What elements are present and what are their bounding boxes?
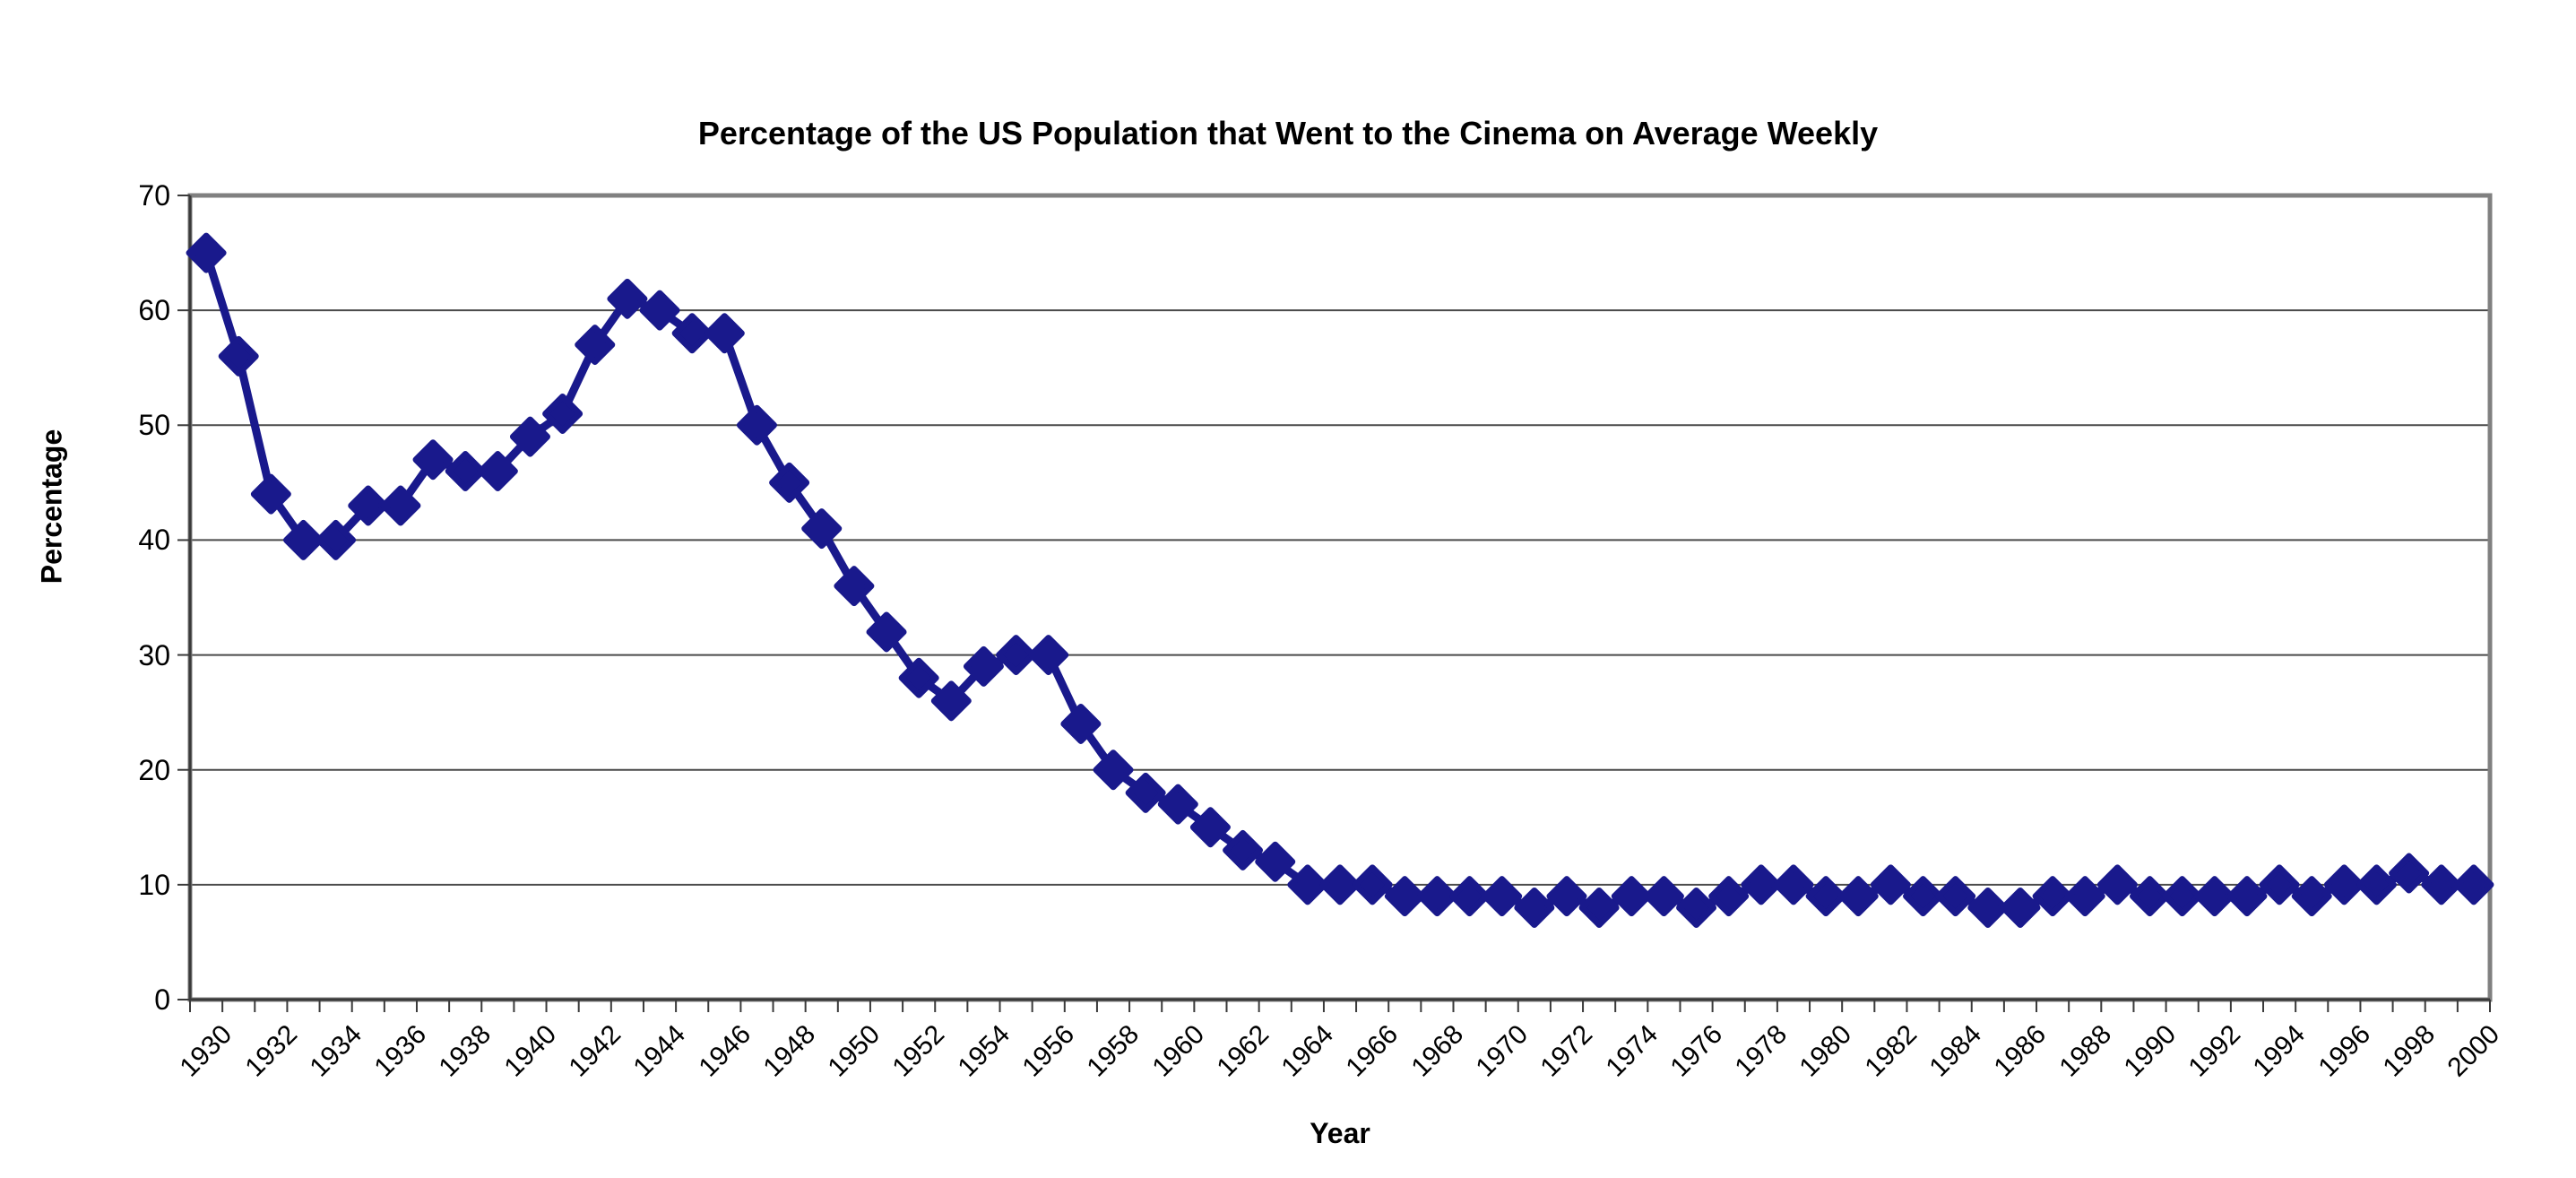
chart-title: Percentage of the US Population that Wen… [697,115,1879,152]
data-point-marker [1157,784,1198,825]
data-point-marker [639,290,680,331]
data-point-marker [186,232,227,273]
y-tick-label: 60 [138,294,170,327]
data-series-line [202,248,2478,912]
data-point-marker [2323,864,2364,905]
data-point-marker [477,451,518,492]
data-point-marker [1255,841,1296,882]
data-point-marker [1546,876,1587,917]
data-point-marker [1676,887,1717,928]
data-point-marker [412,439,454,481]
data-point-marker [1223,829,1264,871]
data-point-marker [1935,876,1976,917]
data-point-marker [2064,876,2105,917]
data-point-marker [736,404,777,446]
data-point-marker [963,645,1004,687]
data-point-marker [445,451,486,492]
data-point-marker [1482,876,1523,917]
data-point-marker [2453,864,2494,905]
y-tick-label: 10 [138,868,170,901]
data-point-marker [509,416,550,457]
x-axis-title: Year [1310,1117,1370,1149]
data-point-marker [2096,864,2138,905]
data-point-marker [2389,853,2430,894]
data-point-marker [1189,807,1231,848]
data-point-marker [316,519,357,560]
data-point-marker [1319,864,1361,905]
data-point-marker [2291,876,2332,917]
data-point-marker [2226,876,2268,917]
data-point-marker [250,473,291,515]
data-point-marker [1514,887,1555,928]
data-point-marker [2356,864,2398,905]
data-point-marker [1060,703,1102,744]
data-point-marker [542,393,583,434]
data-point-marker [996,635,1037,676]
data-point-marker [1125,772,1166,813]
data-point-marker [218,335,259,377]
data-point-marker [1578,887,1620,928]
y-tick-label: 0 [154,983,170,1016]
y-tick-label: 50 [138,409,170,442]
data-point-marker [1643,876,1684,917]
y-tick-label: 30 [138,638,170,671]
data-point-marker [2421,864,2462,905]
data-point-marker [1352,864,1393,905]
data-point-marker [898,657,939,698]
data-point-marker [704,313,745,354]
data-point-marker [1093,749,1134,791]
y-axis-title: Percentage [35,429,68,585]
data-point-marker [2259,864,2300,905]
data-point-marker [2000,887,2041,928]
data-point-marker [607,278,648,319]
y-tick-label: 40 [138,524,170,557]
data-point-marker [1967,887,2009,928]
data-point-marker [1773,864,1814,905]
y-tick-label: 20 [138,753,170,786]
data-point-marker [380,485,421,526]
data-point-marker [930,680,972,722]
data-point-marker [1837,876,1879,917]
data-point-marker [866,611,907,653]
data-point-marker [1870,864,1911,905]
data-point-marker [801,508,843,550]
data-point-marker [1741,864,1782,905]
data-point-marker [1708,876,1750,917]
y-tick-label: 70 [138,179,170,212]
data-point-marker [834,566,875,607]
data-point-marker [769,462,810,503]
data-point-marker [575,325,616,366]
data-point-marker [1028,635,1069,676]
